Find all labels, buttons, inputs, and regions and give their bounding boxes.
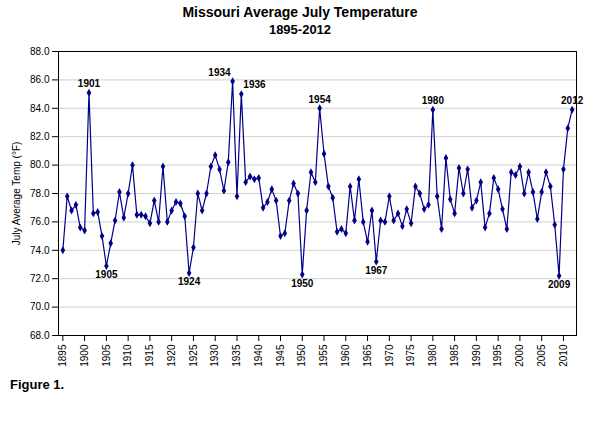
svg-text:1990: 1990 [471, 344, 482, 367]
svg-text:July Average Temp (°F): July Average Temp (°F) [11, 142, 22, 246]
svg-text:1895: 1895 [57, 344, 68, 367]
svg-text:1955: 1955 [318, 344, 329, 367]
svg-text:1970: 1970 [384, 344, 395, 367]
svg-text:2009: 2009 [548, 279, 571, 290]
svg-text:86.0: 86.0 [30, 74, 50, 85]
svg-text:1905: 1905 [101, 344, 112, 367]
svg-text:78.0: 78.0 [30, 188, 50, 199]
svg-text:72.0: 72.0 [30, 273, 50, 284]
svg-text:1936: 1936 [243, 79, 266, 90]
svg-text:1950: 1950 [296, 344, 307, 367]
svg-text:1940: 1940 [253, 344, 264, 367]
svg-text:1925: 1925 [188, 344, 199, 367]
svg-text:1910: 1910 [122, 344, 133, 367]
svg-text:1915: 1915 [144, 344, 155, 367]
svg-text:2000: 2000 [514, 344, 525, 367]
svg-text:88.0: 88.0 [30, 46, 50, 57]
svg-text:1905: 1905 [95, 269, 118, 280]
svg-text:2005: 2005 [536, 344, 547, 367]
svg-text:2012: 2012 [561, 95, 584, 106]
svg-text:80.0: 80.0 [30, 159, 50, 170]
svg-text:1920: 1920 [166, 344, 177, 367]
svg-text:1945: 1945 [275, 344, 286, 367]
svg-text:1901: 1901 [78, 78, 101, 89]
svg-text:84.0: 84.0 [30, 103, 50, 114]
svg-text:74.0: 74.0 [30, 245, 50, 256]
svg-text:1960: 1960 [340, 344, 351, 367]
svg-text:1934: 1934 [208, 67, 231, 78]
svg-text:1954: 1954 [309, 94, 332, 105]
svg-text:1950: 1950 [291, 278, 314, 289]
svg-text:1965: 1965 [362, 344, 373, 367]
svg-text:68.0: 68.0 [30, 330, 50, 341]
svg-text:76.0: 76.0 [30, 216, 50, 227]
svg-text:1967: 1967 [365, 265, 388, 276]
svg-text:1985: 1985 [449, 344, 460, 367]
svg-text:1995: 1995 [492, 344, 503, 367]
html-text:Missouri Average July Temperat: Missouri Average July Temperature [182, 4, 418, 20]
html-text:Figure 1.: Figure 1. [10, 377, 65, 392]
svg-text:1975: 1975 [405, 344, 416, 367]
svg-text:1935: 1935 [231, 344, 242, 367]
svg-text:70.0: 70.0 [30, 301, 50, 312]
svg-text:82.0: 82.0 [30, 131, 50, 142]
html-text:1895-2012: 1895-2012 [268, 22, 332, 37]
svg-text:2010: 2010 [558, 344, 569, 367]
svg-text:1930: 1930 [209, 344, 220, 367]
svg-text:1980: 1980 [422, 95, 445, 106]
svg-text:1924: 1924 [178, 276, 201, 287]
svg-text:1980: 1980 [427, 344, 438, 367]
svg-text:1900: 1900 [79, 344, 90, 367]
